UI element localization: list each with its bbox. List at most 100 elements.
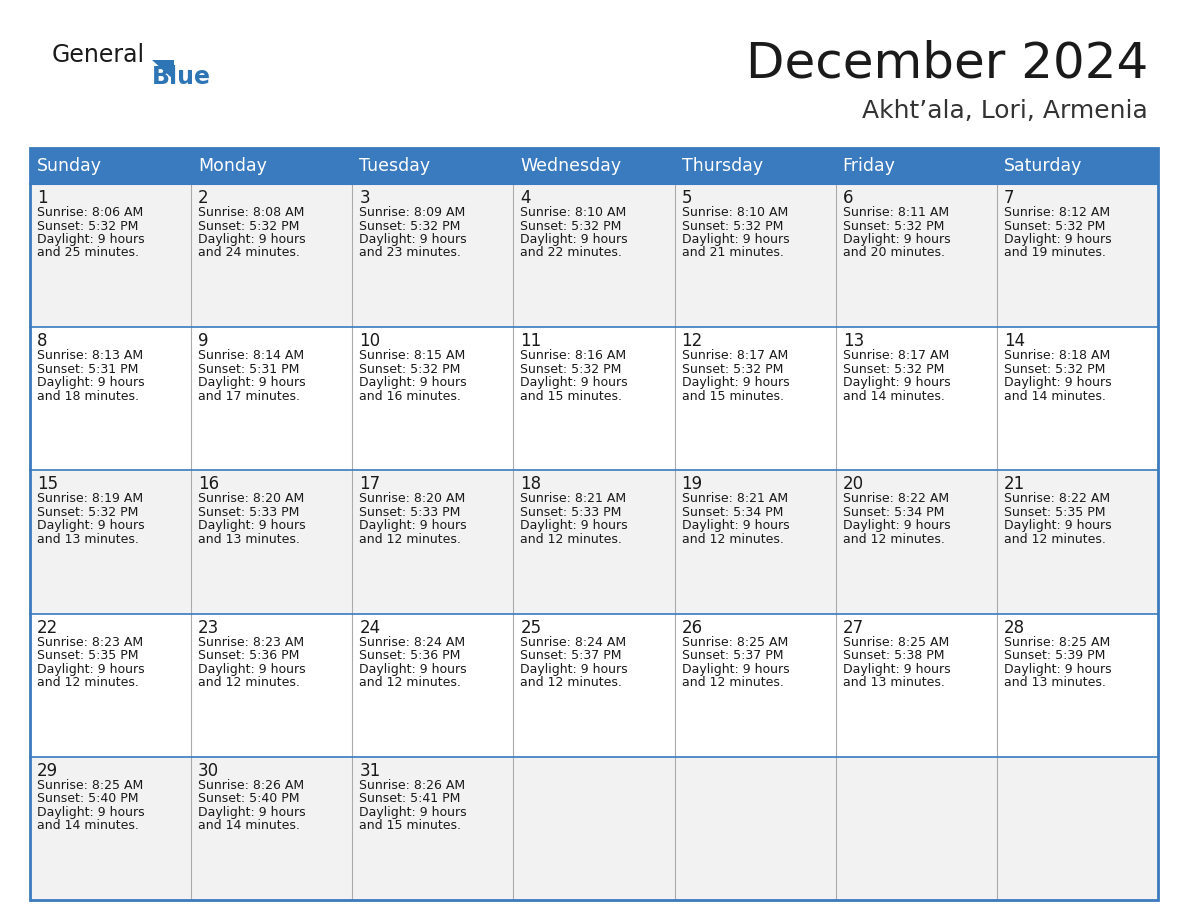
Text: Sunrise: 8:24 AM: Sunrise: 8:24 AM [520,635,626,649]
Text: Sunrise: 8:23 AM: Sunrise: 8:23 AM [198,635,304,649]
Text: Sunset: 5:32 PM: Sunset: 5:32 PM [520,363,621,375]
Text: Daylight: 9 hours: Daylight: 9 hours [682,663,789,676]
Text: Daylight: 9 hours: Daylight: 9 hours [37,376,145,389]
Text: 17: 17 [359,476,380,493]
Text: Sunset: 5:32 PM: Sunset: 5:32 PM [37,506,138,519]
Text: Sunset: 5:41 PM: Sunset: 5:41 PM [359,792,461,805]
Text: 5: 5 [682,189,693,207]
Text: Daylight: 9 hours: Daylight: 9 hours [842,233,950,246]
Text: and 14 minutes.: and 14 minutes. [1004,390,1106,403]
Text: Daylight: 9 hours: Daylight: 9 hours [359,806,467,819]
Text: Blue: Blue [152,65,211,89]
Text: 25: 25 [520,619,542,636]
Text: Sunrise: 8:22 AM: Sunrise: 8:22 AM [842,492,949,506]
Text: Sunrise: 8:20 AM: Sunrise: 8:20 AM [359,492,466,506]
Text: 12: 12 [682,332,703,350]
Text: 7: 7 [1004,189,1015,207]
Text: and 12 minutes.: and 12 minutes. [37,676,139,689]
Text: Wednesday: Wednesday [520,157,621,175]
Text: Sunset: 5:32 PM: Sunset: 5:32 PM [520,219,621,232]
Text: 15: 15 [37,476,58,493]
Text: Sunset: 5:36 PM: Sunset: 5:36 PM [359,649,461,662]
Text: Sunset: 5:32 PM: Sunset: 5:32 PM [682,219,783,232]
Text: Daylight: 9 hours: Daylight: 9 hours [359,520,467,532]
Text: Sunrise: 8:16 AM: Sunrise: 8:16 AM [520,349,626,363]
Text: Akht’ala, Lori, Armenia: Akht’ala, Lori, Armenia [862,99,1148,123]
Text: Saturday: Saturday [1004,157,1082,175]
Text: 16: 16 [198,476,220,493]
Text: 21: 21 [1004,476,1025,493]
Text: Sunrise: 8:10 AM: Sunrise: 8:10 AM [682,206,788,219]
Text: Daylight: 9 hours: Daylight: 9 hours [1004,233,1112,246]
Text: Monday: Monday [198,157,267,175]
Text: 18: 18 [520,476,542,493]
Bar [191,148,353,184]
Bar [30,470,1158,613]
Text: Sunset: 5:32 PM: Sunset: 5:32 PM [1004,363,1105,375]
Text: 4: 4 [520,189,531,207]
Text: Sunrise: 8:24 AM: Sunrise: 8:24 AM [359,635,466,649]
Text: and 16 minutes.: and 16 minutes. [359,390,461,403]
Text: Daylight: 9 hours: Daylight: 9 hours [1004,520,1112,532]
Text: Sunrise: 8:25 AM: Sunrise: 8:25 AM [842,635,949,649]
Text: Sunset: 5:32 PM: Sunset: 5:32 PM [682,363,783,375]
Text: Sunset: 5:37 PM: Sunset: 5:37 PM [682,649,783,662]
Text: Daylight: 9 hours: Daylight: 9 hours [842,520,950,532]
Text: Sunset: 5:39 PM: Sunset: 5:39 PM [1004,649,1105,662]
Bar [353,148,513,184]
Text: Sunrise: 8:06 AM: Sunrise: 8:06 AM [37,206,144,219]
Text: Daylight: 9 hours: Daylight: 9 hours [842,376,950,389]
Text: 24: 24 [359,619,380,636]
Text: Sunset: 5:34 PM: Sunset: 5:34 PM [682,506,783,519]
Text: Daylight: 9 hours: Daylight: 9 hours [198,233,305,246]
Text: and 19 minutes.: and 19 minutes. [1004,247,1106,260]
Text: Sunset: 5:38 PM: Sunset: 5:38 PM [842,649,944,662]
Text: Sunset: 5:32 PM: Sunset: 5:32 PM [359,219,461,232]
Text: 1: 1 [37,189,48,207]
Text: and 13 minutes.: and 13 minutes. [1004,676,1106,689]
Text: Sunset: 5:32 PM: Sunset: 5:32 PM [359,363,461,375]
Text: and 21 minutes.: and 21 minutes. [682,247,783,260]
Polygon shape [152,60,173,80]
Text: 27: 27 [842,619,864,636]
Bar [835,148,997,184]
Text: Sunrise: 8:17 AM: Sunrise: 8:17 AM [842,349,949,363]
Text: 23: 23 [198,619,220,636]
Bar [30,148,191,184]
Text: 30: 30 [198,762,220,779]
Text: 13: 13 [842,332,864,350]
Text: 6: 6 [842,189,853,207]
Text: Daylight: 9 hours: Daylight: 9 hours [198,806,305,819]
Text: Sunset: 5:37 PM: Sunset: 5:37 PM [520,649,623,662]
Text: Tuesday: Tuesday [359,157,430,175]
Text: Sunrise: 8:26 AM: Sunrise: 8:26 AM [198,778,304,792]
Text: and 13 minutes.: and 13 minutes. [37,533,139,546]
Text: Sunrise: 8:17 AM: Sunrise: 8:17 AM [682,349,788,363]
Text: Daylight: 9 hours: Daylight: 9 hours [520,376,628,389]
Text: Sunset: 5:34 PM: Sunset: 5:34 PM [842,506,944,519]
Text: 9: 9 [198,332,209,350]
Text: and 22 minutes.: and 22 minutes. [520,247,623,260]
Text: 28: 28 [1004,619,1025,636]
Bar [30,327,1158,470]
Text: and 14 minutes.: and 14 minutes. [37,819,139,833]
Text: Daylight: 9 hours: Daylight: 9 hours [198,663,305,676]
Text: 31: 31 [359,762,380,779]
Text: Daylight: 9 hours: Daylight: 9 hours [520,663,628,676]
Text: and 15 minutes.: and 15 minutes. [359,819,461,833]
Text: 20: 20 [842,476,864,493]
Bar [30,148,1158,900]
Bar [30,148,1158,900]
Text: Sunset: 5:31 PM: Sunset: 5:31 PM [37,363,138,375]
Text: and 12 minutes.: and 12 minutes. [1004,533,1106,546]
Text: Daylight: 9 hours: Daylight: 9 hours [682,233,789,246]
Text: and 12 minutes.: and 12 minutes. [520,676,623,689]
Text: Daylight: 9 hours: Daylight: 9 hours [37,663,145,676]
Text: Sunset: 5:32 PM: Sunset: 5:32 PM [842,219,944,232]
Text: Sunset: 5:32 PM: Sunset: 5:32 PM [1004,219,1105,232]
Text: and 13 minutes.: and 13 minutes. [198,533,301,546]
Text: and 14 minutes.: and 14 minutes. [198,819,301,833]
Text: Daylight: 9 hours: Daylight: 9 hours [37,806,145,819]
Text: and 12 minutes.: and 12 minutes. [682,533,783,546]
Text: Sunrise: 8:10 AM: Sunrise: 8:10 AM [520,206,627,219]
